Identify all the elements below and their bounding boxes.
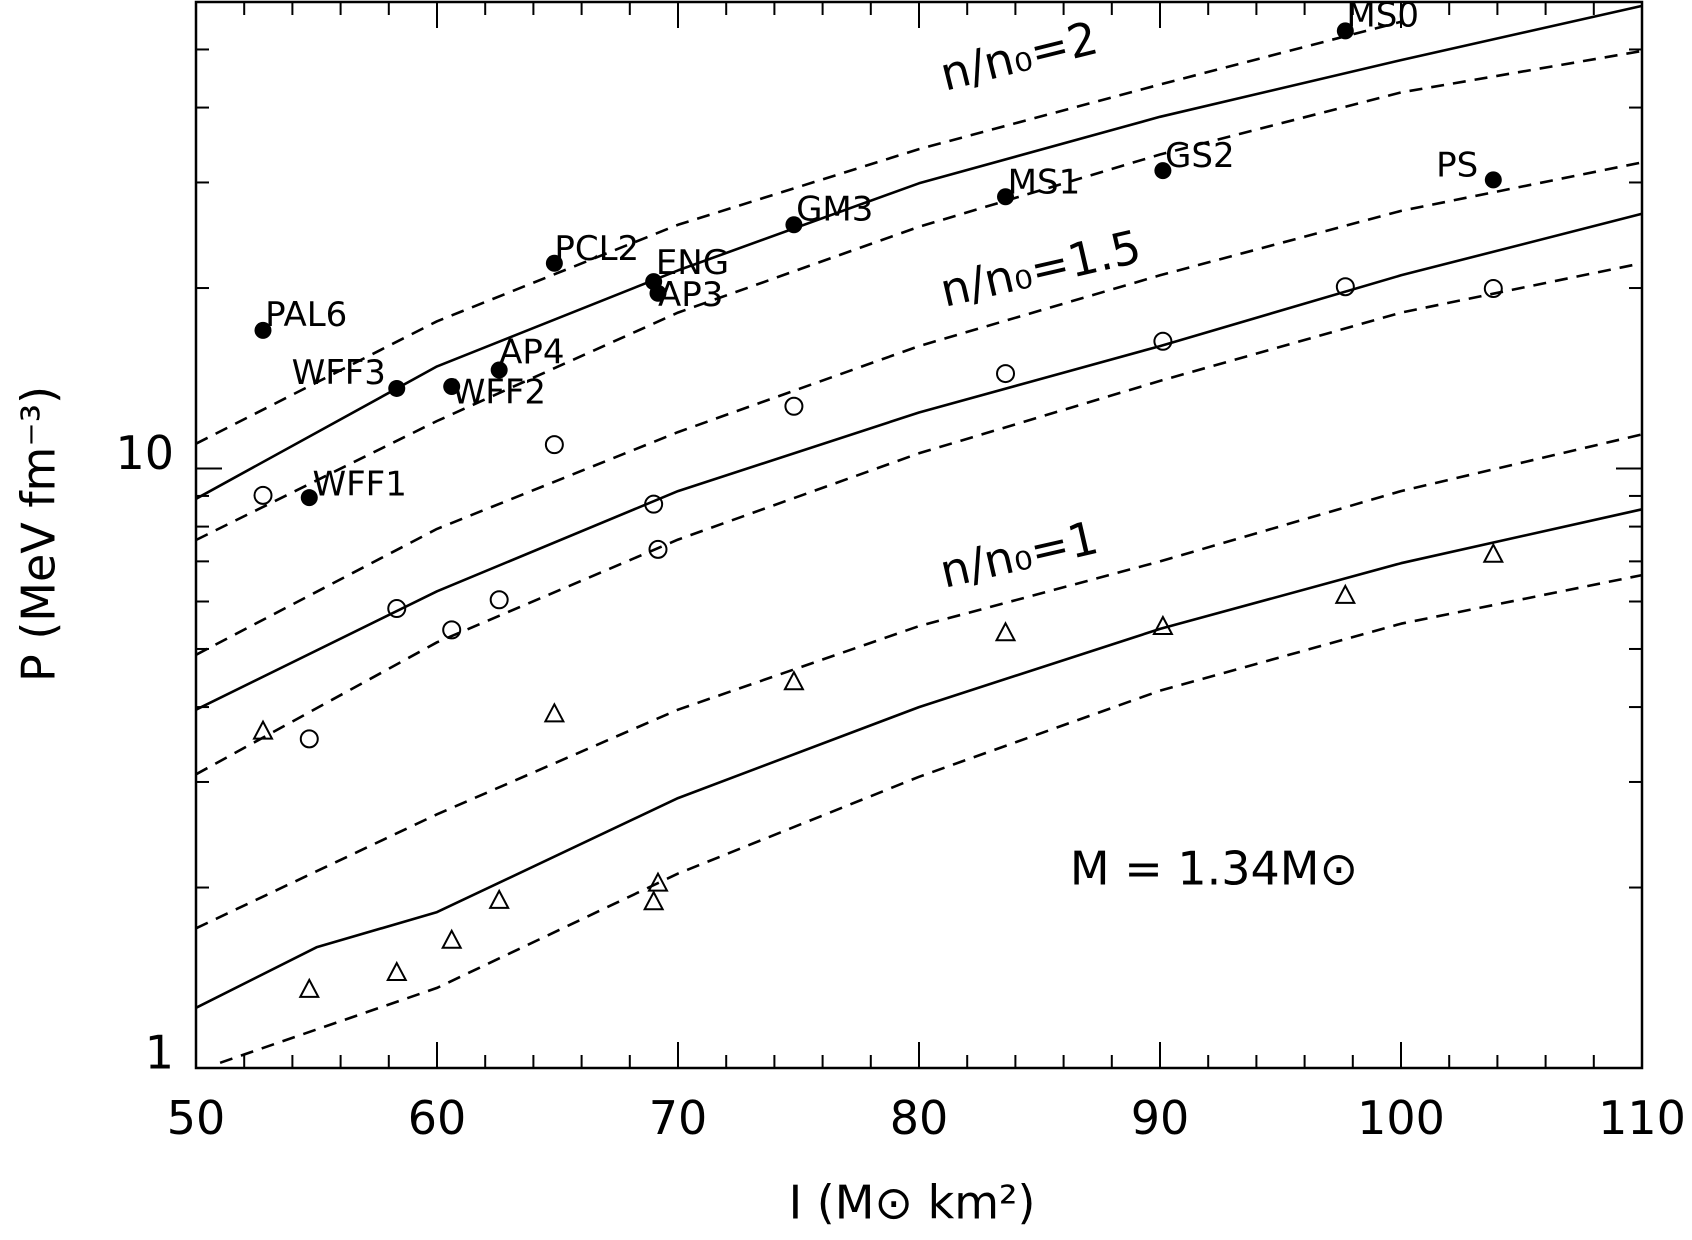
filled-circle-point [1336,22,1354,40]
open-triangle-point [647,871,669,892]
y-tick-label: 1 [145,1026,174,1080]
dashed-curve [195,433,1643,930]
open-triangle-point [386,960,408,982]
open-circle-point [644,494,664,514]
plot-frame [194,0,1644,1070]
solid-curve [195,4,1643,500]
point-label: MS1 [1008,162,1081,202]
x-tick-label: 60 [408,1091,467,1145]
x-tick-label: 50 [167,1091,226,1145]
point-label: AP3 [658,275,723,315]
filled-circle-point [254,321,272,339]
point-label: GM3 [796,189,873,229]
open-circle-point [544,435,564,455]
dashed-curve [195,49,1643,542]
open-circle-point [299,729,319,749]
filled-circle-point [1154,162,1172,180]
point-label: WFF3 [292,353,386,393]
open-circle-point [996,364,1016,384]
x-tick-label: 90 [1131,1091,1190,1145]
open-triangle-point [1334,583,1356,604]
open-triangle-point [252,719,274,740]
filled-circle-point [997,188,1015,206]
open-circle-point [387,599,407,619]
open-triangle-point [298,977,320,998]
open-triangle-point [783,670,805,691]
point-label: PS [1436,145,1478,185]
open-triangle-point [488,888,510,909]
y-axis-label: P (MeV fm⁻³) [12,386,66,682]
x-tick-label: 80 [890,1091,949,1145]
x-tick-label: 70 [649,1091,708,1145]
open-triangle-point [543,702,566,723]
annotation: n/n₀=2 [935,10,1103,101]
point-label: PAL6 [265,295,347,335]
point-label: ENG [656,243,729,283]
open-circle-point [1335,277,1355,297]
annotation: n/n₀=1 [935,510,1103,599]
open-triangle-point [1152,614,1174,636]
point-label: WFF2 [452,373,546,413]
open-triangle-point [994,621,1017,642]
annotation: M = 1.34M⊙ [1070,841,1358,895]
dashed-curve [219,573,1643,1065]
filled-circle-point [443,378,461,396]
open-circle-point [784,396,804,416]
open-circle-point [648,539,668,559]
filled-circle-point [300,489,318,507]
open-triangle-point [441,928,463,949]
x-axis-label: I (M⊙ km²) [789,1176,1036,1230]
open-triangle-point [642,890,665,911]
open-circle-point [1153,331,1173,351]
open-circle-point [1483,279,1503,299]
point-label: MS0 [1346,0,1419,35]
dashed-curve [195,261,1643,776]
open-circle-point [489,590,509,610]
dashed-curve [195,20,1402,445]
open-circle-point [442,620,462,640]
solid-curve [195,508,1643,1009]
point-label: AP4 [499,332,564,372]
filled-circle-point [649,284,667,302]
point-label: GS2 [1165,136,1235,176]
x-tick-label: 100 [1357,1091,1445,1145]
solid-curve [195,212,1643,711]
point-label: PCL2 [554,229,639,269]
y-tick-label: 10 [115,426,174,480]
open-triangle-point [1482,542,1504,563]
dashed-curve [195,161,1643,656]
filled-circle-point [490,361,508,379]
annotation: n/n₀=1.5 [935,219,1146,317]
open-circle-point [253,485,273,505]
filled-circle-point [785,216,803,234]
filled-circle-point [545,254,563,272]
point-label: WFF1 [313,464,407,504]
x-tick-label: 110 [1598,1091,1686,1145]
filled-circle-point [388,379,406,397]
filled-circle-point [1484,171,1502,189]
